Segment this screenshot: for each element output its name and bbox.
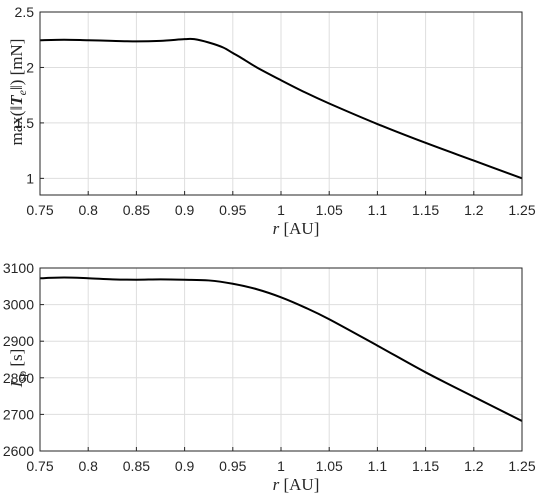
isp-chart-x-tick-label: 0.75: [26, 458, 53, 474]
isp-chart-y-tick-label: 2700: [3, 406, 34, 422]
thrust-chart-ticks: 0.75 0.8 0.85 0.9 0.95 1 1.05 1.1 1.15 1.2 1.25 1 1.…: [15, 4, 536, 218]
thrust-chart-y-tick-label: 2: [26, 59, 34, 75]
isp-chart-series: [39, 276, 523, 422]
isp-chart-x-tick-label: 1.25: [508, 458, 535, 474]
thrust-chart-x-tick-label: 0.85: [123, 202, 150, 218]
thrust-chart-x-tick-label: 0.95: [219, 202, 246, 218]
thrust-chart-x-tick-label: 1.2: [464, 202, 484, 218]
thrust-chart-x-tick-label: 1.05: [316, 202, 343, 218]
thrust-chart-x-tick-label: 1.15: [412, 202, 439, 218]
thrust-chart-series: [39, 37, 523, 180]
isp-chart-x-axis-label: r [AU]: [273, 475, 320, 494]
isp-chart-y-tick-label: 3000: [3, 297, 34, 313]
thrust-chart-y-tick-label: 2.5: [15, 4, 35, 20]
isp-chart-y-tick-label: 3100: [3, 260, 34, 276]
isp-chart-ticks: 0.75 0.8 0.85 0.9 0.95 1 1.05 1.1 1.15 1.2 1.25 260…: [3, 260, 536, 474]
isp-chart-x-tick-label: 1.2: [464, 458, 484, 474]
isp-chart-x-tick-label: 0.8: [78, 458, 98, 474]
thrust-chart-y-axis-label: max(‖Te‖) [mN]: [7, 39, 29, 146]
thrust-chart-x-tick-label: 0.75: [26, 202, 53, 218]
isp-chart-y-axis-label: Isp [s]: [7, 349, 29, 389]
thrust-chart-y-tick-label: 1: [26, 170, 34, 186]
isp-chart-x-tick-label: 0.9: [175, 458, 195, 474]
isp-chart-data-line: [39, 276, 523, 422]
thrust-chart-y-tick-label: 1.5: [15, 115, 35, 131]
isp-chart-x-tick-label: 0.95: [219, 458, 246, 474]
thrust-chart-x-tick-label: 1.1: [368, 202, 388, 218]
isp-chart-y-tick-label: 2600: [3, 443, 34, 459]
thrust-chart-data-line: [39, 37, 523, 180]
isp-chart-x-tick-label: 1.1: [368, 458, 388, 474]
thrust-chart-x-tick-label: 1: [277, 202, 285, 218]
isp-chart-x-tick-label: 1.05: [316, 458, 343, 474]
isp-chart-x-tick-label: 1.15: [412, 458, 439, 474]
isp-chart-y-tick-label: 2800: [3, 370, 34, 386]
thrust-chart-x-tick-label: 0.9: [175, 202, 195, 218]
isp-chart-x-tick-label: 0.85: [123, 458, 150, 474]
thrust-chart-x-axis-label: r [AU]: [273, 219, 320, 238]
isp-chart-y-tick-label: 2900: [3, 333, 34, 349]
thrust-chart-x-tick-label: 0.8: [78, 202, 98, 218]
isp-chart: 0.75 0.8 0.85 0.9 0.95 1 1.05 1.1 1.15 1.2 1.25 260…: [3, 260, 536, 494]
thrust-chart-x-tick-label: 1.25: [508, 202, 535, 218]
isp-chart-x-tick-label: 1: [277, 458, 285, 474]
thrust-chart: 0.75 0.8 0.85 0.9 0.95 1 1.05 1.1 1.15 1.2 1.25 1 1.…: [7, 4, 536, 238]
